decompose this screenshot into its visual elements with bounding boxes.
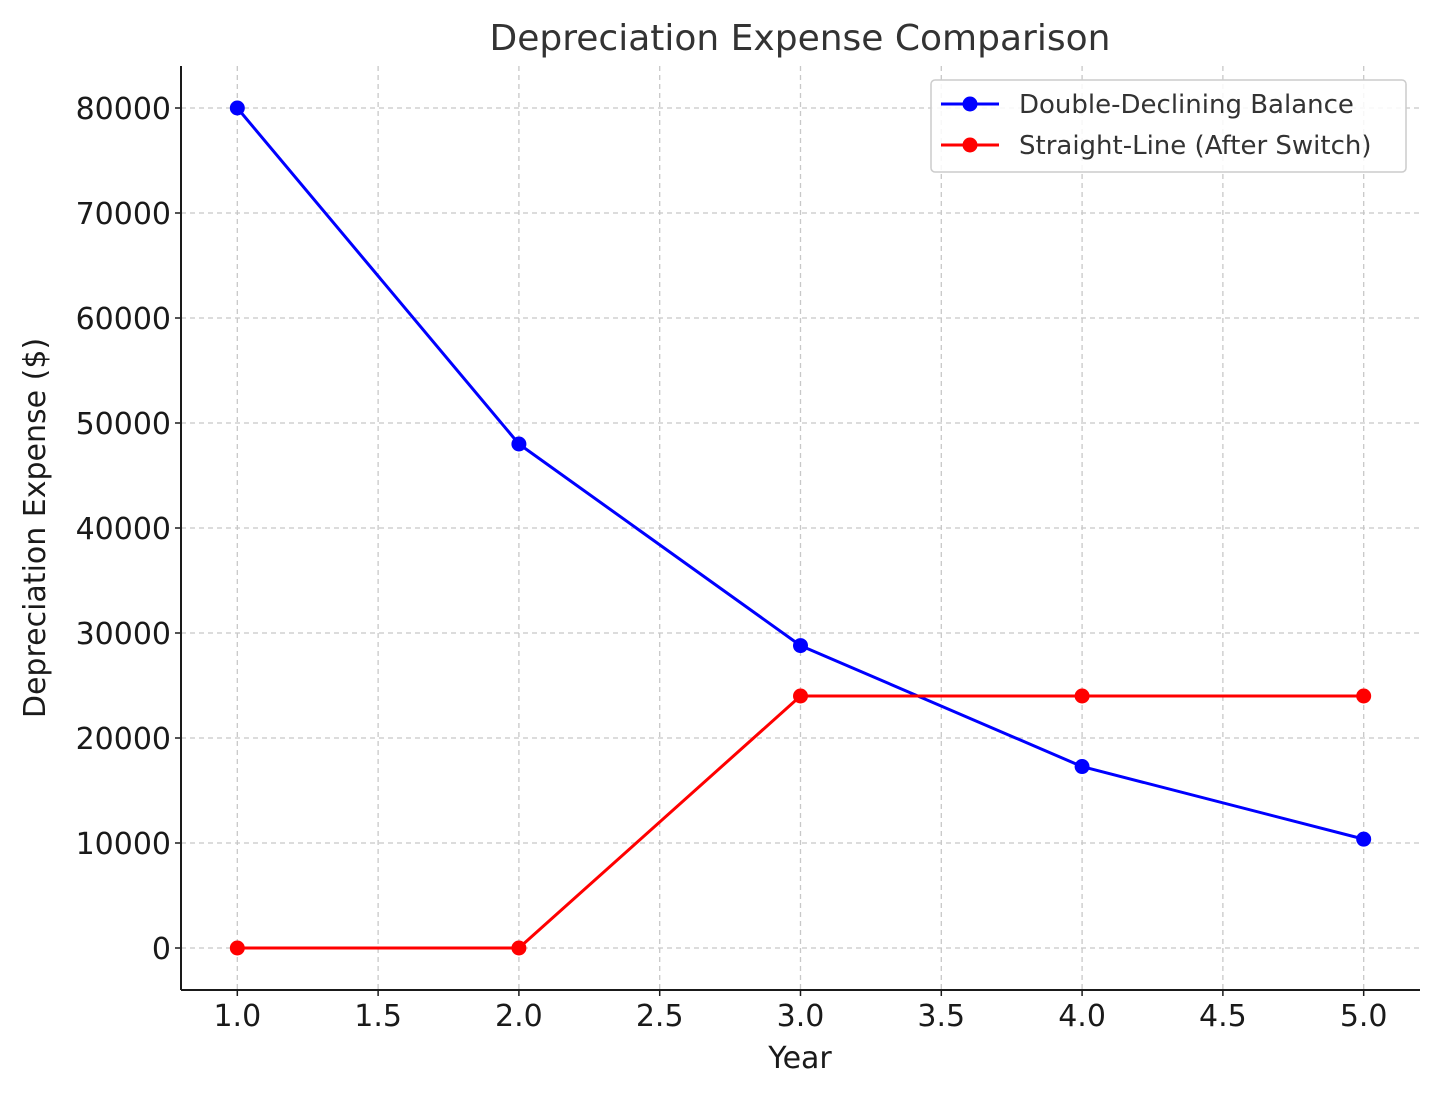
legend-box xyxy=(930,79,1407,173)
x-tick-label: 2.0 xyxy=(495,999,543,1034)
data-point-straight-line-after-switch xyxy=(229,940,245,956)
legend-label: Straight-Line (After Switch) xyxy=(1019,131,1372,161)
y-tick-label: 30000 xyxy=(76,617,171,652)
y-tick-label: 70000 xyxy=(76,197,171,232)
data-point-straight-line-after-switch xyxy=(1074,688,1090,704)
x-tick-label: 4.0 xyxy=(1058,999,1106,1034)
x-axis-label: Year xyxy=(767,1041,832,1076)
y-axis-label: Depreciation Expense ($) xyxy=(18,338,53,718)
x-tick-label: 5.0 xyxy=(1340,999,1388,1034)
legend-marker xyxy=(962,96,978,112)
grid-lines xyxy=(181,66,1420,990)
series-layer xyxy=(229,100,1372,956)
data-point-double-declining-balance xyxy=(229,100,245,116)
data-point-double-declining-balance xyxy=(511,436,527,452)
data-point-straight-line-after-switch xyxy=(1356,688,1372,704)
y-tick-label: 20000 xyxy=(76,722,171,757)
x-tick-label: 3.0 xyxy=(777,999,825,1034)
y-tick-label: 60000 xyxy=(76,302,171,337)
y-tick-label: 10000 xyxy=(76,827,171,862)
legend-marker xyxy=(962,137,978,153)
chart-title: Depreciation Expense Comparison xyxy=(490,18,1111,59)
legend-label: Double-Declining Balance xyxy=(1019,90,1354,120)
x-tick-label: 2.5 xyxy=(636,999,684,1034)
x-tick-label: 4.5 xyxy=(1199,999,1247,1034)
data-point-double-declining-balance xyxy=(793,638,808,654)
data-point-double-declining-balance xyxy=(1074,759,1090,775)
x-tick-label: 1.5 xyxy=(354,999,402,1034)
y-tick-label: 50000 xyxy=(76,407,171,442)
x-tick-label: 3.5 xyxy=(917,999,965,1034)
axes: 1.0 1.5 2.0 2.5 3.0 3.5 4.0 4.5 5.0 0 10000 20000 30… xyxy=(76,66,1420,1034)
legend: Double-Declining Balance Straight-Line (A… xyxy=(930,79,1407,173)
data-point-double-declining-balance xyxy=(1356,831,1372,847)
data-point-straight-line-after-switch xyxy=(793,688,808,704)
y-tick-label: 40000 xyxy=(76,512,171,547)
y-tick-label: 0 xyxy=(152,932,171,967)
x-tick-label: 1.0 xyxy=(213,999,261,1034)
data-point-straight-line-after-switch xyxy=(511,940,527,956)
y-tick-label: 80000 xyxy=(76,92,171,127)
